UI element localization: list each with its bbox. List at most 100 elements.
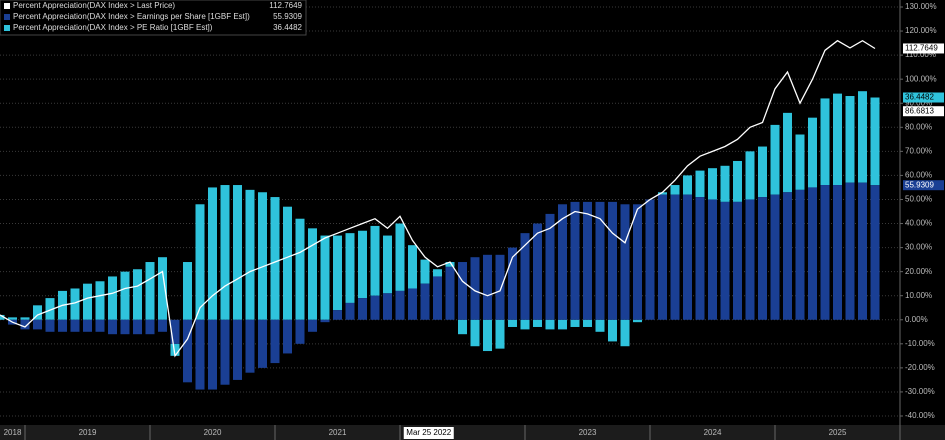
pe-bar xyxy=(683,175,692,195)
eps-bar xyxy=(608,201,617,320)
eps-bar xyxy=(470,257,480,320)
eps-bar xyxy=(70,319,80,332)
pe-bar xyxy=(133,269,142,320)
pe-badge: 36.4482 xyxy=(905,93,934,102)
pe-bar xyxy=(8,317,17,320)
pe-bar xyxy=(733,160,742,202)
eps-bar xyxy=(770,194,780,320)
eps-bar xyxy=(758,197,767,320)
eps-bar xyxy=(633,204,642,320)
eps-bar xyxy=(33,319,42,330)
pe-bar xyxy=(258,192,267,320)
extra-badge: 86.6813 xyxy=(905,106,934,115)
pe-bar xyxy=(295,218,305,320)
y-tick-label: 120.00% xyxy=(905,26,937,35)
pe-bar xyxy=(820,98,830,186)
legend-swatch xyxy=(4,3,10,9)
eps-bar xyxy=(20,319,30,330)
pe-bar xyxy=(745,151,755,200)
eps-bar xyxy=(383,293,392,320)
pe-bar xyxy=(308,228,317,320)
eps-bar xyxy=(720,201,730,320)
eps-bar xyxy=(708,199,717,320)
pe-bar xyxy=(70,288,80,320)
eps-bar xyxy=(495,254,505,320)
y-tick-label: 100.00% xyxy=(905,74,937,83)
pe-bar xyxy=(170,343,180,356)
pe-bar xyxy=(558,319,567,330)
pe-bar xyxy=(508,319,517,327)
pe-bar xyxy=(695,170,705,198)
eps-bar xyxy=(258,319,267,368)
eps-bar xyxy=(45,319,55,332)
pe-bar xyxy=(33,305,42,320)
pe-bar xyxy=(195,204,205,320)
x-tick-label: 2024 xyxy=(704,428,722,437)
eps-bar xyxy=(545,213,555,320)
legend-value: 112.7649 xyxy=(269,1,302,10)
pe-badge-bg xyxy=(903,92,944,103)
eps-bar xyxy=(520,233,530,320)
pe-bar xyxy=(158,257,167,320)
y-tick-label: 30.00% xyxy=(905,243,932,252)
eps-bar xyxy=(208,319,217,390)
pe-bar xyxy=(270,197,280,320)
pe-bar xyxy=(83,283,92,320)
extra-badge-bg xyxy=(903,106,944,117)
pe-bar xyxy=(595,319,605,332)
eps-bar xyxy=(58,319,67,332)
pe-bar xyxy=(208,187,217,320)
eps-bar xyxy=(420,283,430,320)
eps-bar xyxy=(695,197,705,320)
eps-bar xyxy=(808,187,817,320)
eps-bar xyxy=(683,194,692,320)
eps-bar xyxy=(795,189,805,320)
eps-bar xyxy=(745,199,755,320)
y-tick-label: 60.00% xyxy=(905,171,932,180)
pe-bar xyxy=(233,185,242,320)
y-tick-label: 110.00% xyxy=(905,50,936,59)
eps-bar xyxy=(83,319,92,332)
pe-bar xyxy=(658,192,667,195)
pe-bar xyxy=(583,319,592,327)
price-badge: 112.7649 xyxy=(905,44,938,53)
eps-bar xyxy=(145,319,155,335)
eps-bar xyxy=(595,201,605,320)
y-tick-label: -40.00% xyxy=(905,411,935,420)
pe-bar xyxy=(108,276,117,320)
eps-bar xyxy=(870,185,880,320)
pe-bar xyxy=(220,185,230,320)
pe-bar xyxy=(533,319,542,327)
eps-bar xyxy=(220,319,230,385)
eps-bar xyxy=(783,192,792,320)
pe-bar xyxy=(708,168,717,200)
pe-bar xyxy=(183,262,192,320)
y-tick-label: 70.00% xyxy=(905,146,932,155)
eps-bar xyxy=(658,194,667,320)
pe-bar xyxy=(808,117,817,188)
eps-bar xyxy=(408,288,417,320)
pe-bar xyxy=(495,319,505,349)
pe-bar xyxy=(795,134,805,190)
eps-bar xyxy=(583,201,592,320)
eps-bar xyxy=(170,319,180,344)
x-tick-label: 2025 xyxy=(829,428,847,437)
pe-bar xyxy=(95,281,105,320)
eps-badge-bg xyxy=(903,180,944,191)
pe-bar xyxy=(633,319,642,323)
pe-bar xyxy=(445,262,455,267)
legend-value: 55.9309 xyxy=(273,12,302,21)
pe-bar xyxy=(545,319,555,330)
y-tick-label: -20.00% xyxy=(905,363,935,372)
pe-bar xyxy=(845,96,855,183)
eps-bar xyxy=(333,310,342,320)
eps-bar xyxy=(108,319,117,335)
legend-swatch xyxy=(4,25,10,31)
pe-bar xyxy=(470,319,480,347)
pe-bar xyxy=(433,269,442,277)
eps-bar xyxy=(183,319,192,383)
pe-bar xyxy=(870,97,880,186)
eps-bar xyxy=(458,262,467,320)
